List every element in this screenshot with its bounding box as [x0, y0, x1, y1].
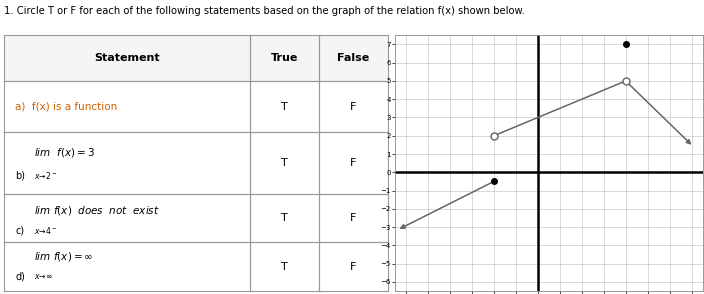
- Text: $x\!\to\!4^-$: $x\!\to\!4^-$: [34, 225, 58, 236]
- Text: b): b): [15, 171, 25, 181]
- Text: 1. Circle T or F for each of the following statements based on the graph of the : 1. Circle T or F for each of the followi…: [4, 6, 524, 16]
- Text: d): d): [15, 272, 25, 282]
- Text: F: F: [351, 158, 357, 168]
- Text: Statement: Statement: [94, 53, 159, 63]
- Text: F: F: [351, 262, 357, 272]
- Text: c): c): [15, 226, 24, 236]
- Text: T: T: [281, 213, 288, 223]
- Text: lim $f(x)$  does  not  exist: lim $f(x)$ does not exist: [34, 204, 160, 217]
- Text: lim  $f(x)=3$: lim $f(x)=3$: [34, 146, 95, 159]
- Text: a)  f(x) is a function: a) f(x) is a function: [15, 102, 118, 112]
- Text: F: F: [351, 102, 357, 112]
- Text: T: T: [281, 262, 288, 272]
- Text: T: T: [281, 158, 288, 168]
- Bar: [4, 35, 388, 81]
- Text: T: T: [281, 102, 288, 112]
- Text: $x\!\to\! 2^-$: $x\!\to\! 2^-$: [34, 171, 58, 181]
- Text: lim $f(x) = \infty$: lim $f(x) = \infty$: [34, 250, 94, 263]
- Text: F: F: [351, 213, 357, 223]
- Text: False: False: [337, 53, 370, 63]
- Text: $x\!\to\! \infty$: $x\!\to\! \infty$: [34, 273, 54, 281]
- Text: True: True: [270, 53, 298, 63]
